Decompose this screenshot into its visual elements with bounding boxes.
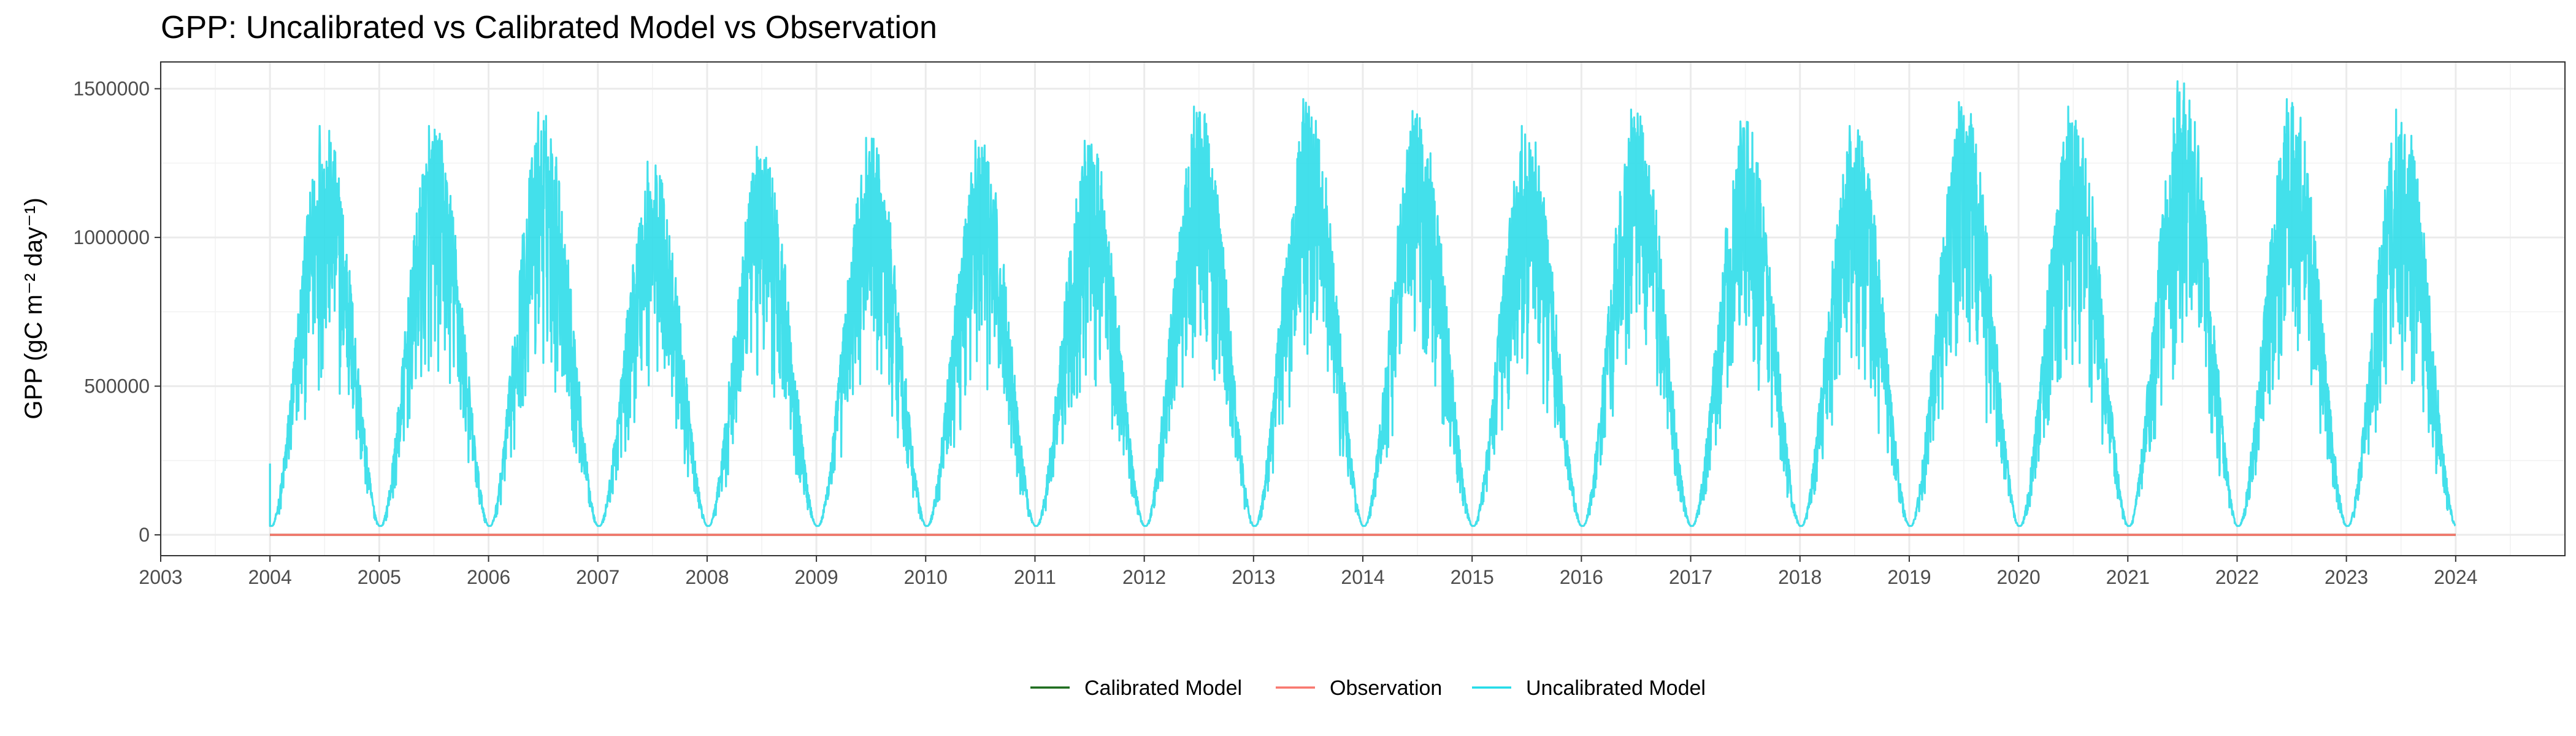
legend-label: Observation [1330,677,1442,700]
legend: Calibrated Model Observation Uncalibrated … [1030,677,1706,700]
x-tick-label: 2015 [1451,566,1494,588]
x-tick-label: 2009 [794,566,838,588]
x-tick-label: 2022 [2215,566,2259,588]
x-tick-label: 2024 [2434,566,2477,588]
x-tick-label: 2018 [1778,566,1822,588]
x-tick-label: 2019 [1887,566,1931,588]
x-tick-label: 2014 [1341,566,1384,588]
y-tick-label: 1000000 [73,226,150,248]
y-tick-label: 500000 [84,375,150,397]
x-tick-label: 2021 [2106,566,2150,588]
x-tick-label: 2008 [685,566,729,588]
x-tick-label: 2011 [1014,566,1056,588]
y-tick-label: 1500000 [73,78,150,100]
x-tick-label: 2005 [358,566,401,588]
x-tick-label: 2007 [576,566,619,588]
series-line-uncalibrated-model [269,80,2456,527]
x-tick-label: 2004 [248,566,292,588]
series-layer [269,80,2456,536]
legend-label: Uncalibrated Model [1526,677,1706,700]
legend-label: Calibrated Model [1084,677,1242,700]
x-tick-label: 2006 [467,566,510,588]
axes: 2003 2004 2005 2006 2007 2008 2009 2010 2011 2012… [73,61,2566,588]
x-tick-label: 2016 [1560,566,1603,588]
x-tick-label: 2023 [2325,566,2368,588]
x-tick-label: 2013 [1232,566,1275,588]
x-tick-label: 2012 [1122,566,1166,588]
y-axis-title: GPP (gC m⁻² day⁻¹) [20,197,47,420]
x-tick-label: 2010 [904,566,948,588]
chart-title: GPP: Uncalibrated vs Calibrated Model vs… [161,10,937,45]
x-tick-label: 2003 [139,566,182,588]
y-tick-label: 0 [139,524,150,546]
x-tick-label: 2017 [1669,566,1712,588]
x-tick-label: 2020 [1996,566,2040,588]
